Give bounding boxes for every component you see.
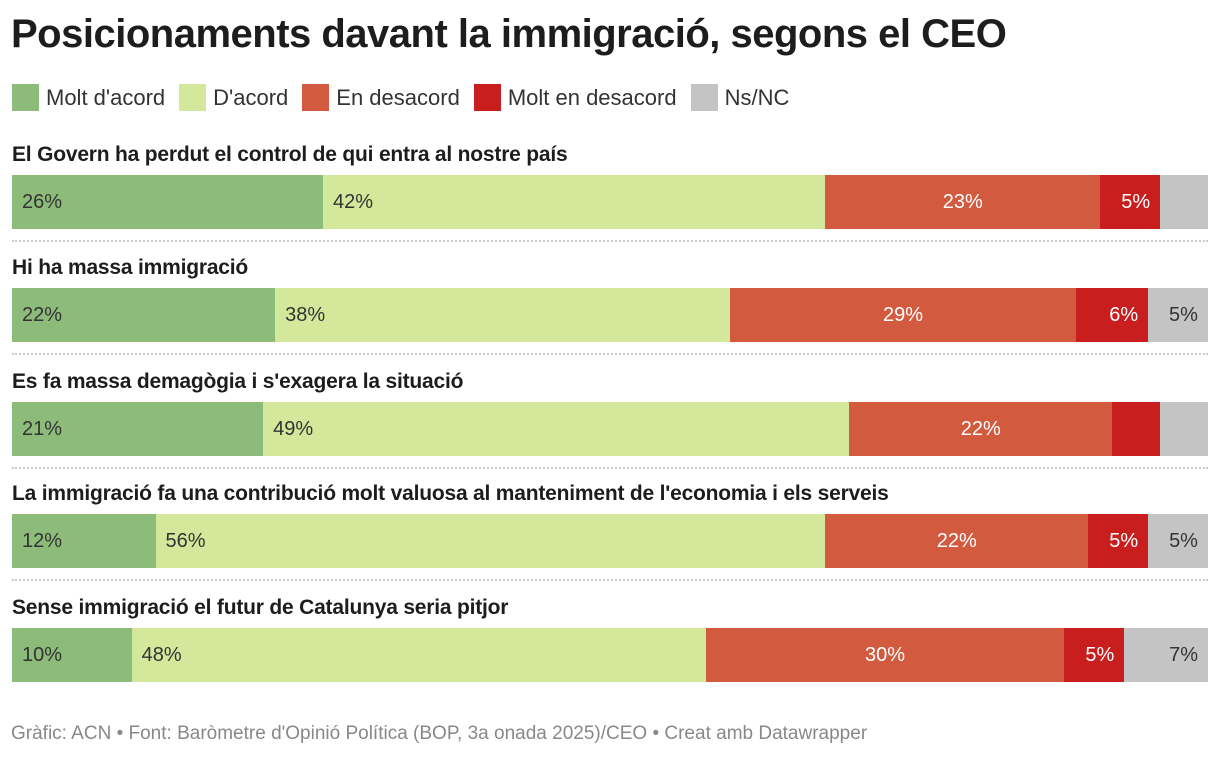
data-label: 26% <box>22 190 63 213</box>
data-label: 48% <box>141 643 182 666</box>
row-divider <box>12 579 1208 581</box>
bar-segment: 49% <box>263 402 850 456</box>
bar-segment: 23% <box>825 175 1101 229</box>
bar-segment: 5% <box>1064 628 1125 682</box>
legend-swatch <box>179 84 207 111</box>
bar-segment: 38% <box>275 288 730 342</box>
data-label: 5% <box>1121 190 1151 213</box>
legend-label: Molt d'acord <box>46 84 166 110</box>
data-label: 5% <box>1169 529 1198 552</box>
bar-segment: 48% <box>131 628 706 682</box>
data-label: 29% <box>882 303 923 326</box>
bar-segment: 22% <box>825 514 1089 568</box>
legend-label: D'acord <box>213 84 289 110</box>
bar-row: Sense immigració el futur de Catalunya s… <box>12 596 1208 682</box>
row-divider <box>12 353 1208 355</box>
bar-row: La immigració fa una contribució molt va… <box>12 482 1208 568</box>
row-label: Sense immigració el futur de Catalunya s… <box>12 596 509 619</box>
bar-segment: 22% <box>12 288 276 342</box>
data-label: 5% <box>1169 303 1198 326</box>
bar-segment <box>1112 402 1161 456</box>
data-label: 5% <box>1109 529 1139 552</box>
bar-segment: 10% <box>12 628 132 682</box>
chart-title: Posicionaments davant la immigració, seg… <box>11 12 1007 56</box>
bar-segment: 29% <box>729 288 1077 342</box>
data-label: 38% <box>285 303 326 326</box>
bar-segment: 26% <box>12 175 323 229</box>
data-label: 7% <box>1169 643 1198 666</box>
bar-segment: 12% <box>12 514 156 568</box>
legend: Molt d'acord D'acord En desacord Molt en de… <box>12 84 803 111</box>
data-label: 30% <box>865 643 906 666</box>
bar-segment <box>1160 175 1208 229</box>
legend-swatch <box>302 84 330 111</box>
row-label: Hi ha massa immigració <box>12 256 249 279</box>
data-label: 12% <box>22 529 63 552</box>
data-label: 56% <box>165 529 206 552</box>
stacked-bar: 26% 42% 23% 5% <box>12 175 1208 229</box>
row-divider <box>12 467 1208 469</box>
row-label: La immigració fa una contribució molt va… <box>12 482 889 505</box>
row-divider <box>12 240 1208 242</box>
bar-segment <box>1160 402 1208 456</box>
bar-segment: 6% <box>1076 288 1149 342</box>
stacked-bar: 10% 48% 30% 5% 7% <box>12 628 1208 682</box>
legend-item: D'acord <box>179 84 288 111</box>
bar-row: Es fa massa demagògia i s'exagera la sit… <box>12 370 1208 456</box>
row-label: El Govern ha perdut el control de qui en… <box>12 143 568 166</box>
bar-row: El Govern ha perdut el control de qui en… <box>12 143 1208 229</box>
stacked-bar: 12% 56% 22% 5% 5% <box>12 514 1208 568</box>
bar-segment: 22% <box>849 402 1113 456</box>
row-label: Es fa massa demagògia i s'exagera la sit… <box>12 370 464 393</box>
bar-segment: 5% <box>1148 288 1208 342</box>
legend-item: Molt en desacord <box>473 84 677 111</box>
bar-segment: 30% <box>705 628 1065 682</box>
bar-segment: 21% <box>12 402 264 456</box>
legend-item: En desacord <box>302 84 460 111</box>
data-label: 49% <box>273 417 314 440</box>
data-label: 21% <box>22 417 63 440</box>
data-label: 22% <box>936 529 977 552</box>
legend-swatch <box>690 84 718 111</box>
data-label: 22% <box>960 417 1001 440</box>
data-label: 42% <box>332 190 373 213</box>
data-label: 5% <box>1085 643 1115 666</box>
bar-segment: 5% <box>1088 514 1149 568</box>
legend-swatch <box>473 84 501 111</box>
data-label: 23% <box>942 190 983 213</box>
legend-item: Ns/NC <box>690 84 790 111</box>
legend-item: Molt d'acord <box>12 84 165 111</box>
footer-credits: Gràfic: ACN • Font: Baròmetre d'Opinió P… <box>11 723 868 744</box>
data-label: 22% <box>22 303 63 326</box>
bar-segment: 5% <box>1100 175 1161 229</box>
legend-label: Ns/NC <box>724 84 790 110</box>
data-label: 10% <box>22 643 63 666</box>
bar-segment: 56% <box>155 514 826 568</box>
legend-label: Molt en desacord <box>507 84 677 110</box>
bar-segment: 7% <box>1124 628 1208 682</box>
stacked-bar: 21% 49% 22% <box>12 402 1208 456</box>
legend-label: En desacord <box>336 84 460 110</box>
bar-segment: 5% <box>1148 514 1208 568</box>
data-label: 6% <box>1109 303 1139 326</box>
bar-row: Hi ha massa immigració 22% 38% 29% 6% 5% <box>12 256 1208 342</box>
bar-segment: 42% <box>322 175 826 229</box>
legend-swatch <box>12 84 39 111</box>
stacked-bar: 22% 38% 29% 6% 5% <box>12 288 1208 342</box>
